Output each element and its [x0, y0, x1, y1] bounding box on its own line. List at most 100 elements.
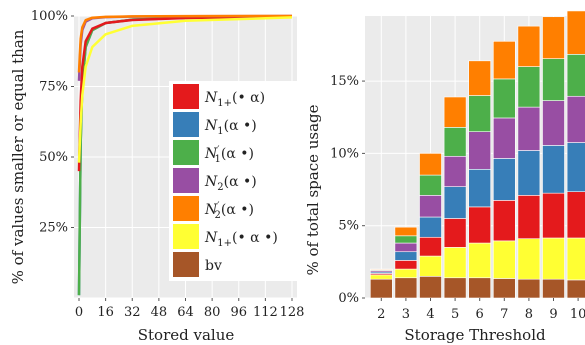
left-x-tick-label: 0 [75, 305, 83, 320]
legend: N1+(• α) N1(α •) N′ 1(α •) N2(α •) N′ 2(α •) N1… [169, 81, 297, 281]
bar-segment-bv [469, 278, 491, 298]
cumulative-distribution-chart: 25% 50% 75% 100% 0 16 32 48 64 80 96 112 128 Stored… [9, 9, 304, 344]
bar-stack-9 [543, 17, 565, 298]
bar-segment-n1 [395, 252, 417, 261]
bar-stack-2 [370, 269, 392, 298]
left-x-tick-label: 48 [151, 305, 168, 320]
bar-segment-n2 [420, 195, 442, 217]
bar-segment-n1 [420, 237, 442, 256]
bar-segment-n-2 [567, 11, 585, 54]
bar-segment-n-2 [543, 17, 565, 59]
right-y-tick-label: 15% [330, 74, 359, 89]
bar-segment-n-2 [518, 26, 540, 66]
left-y-tick-label: 100% [31, 9, 68, 24]
bar-segment-n1 [493, 200, 515, 240]
legend-swatch [173, 224, 199, 249]
bar-segment-n-2 [420, 153, 442, 175]
right-x-tick-label: 8 [525, 307, 533, 322]
legend-swatch [173, 140, 199, 165]
bar-stack-3 [395, 227, 417, 298]
bar-segment-n1 [370, 275, 392, 279]
left-y-tick-label: 50% [39, 150, 68, 165]
left-x-tick-label: 80 [204, 305, 221, 320]
bar-segment-n1 [395, 269, 417, 278]
bar-segment-n-2 [444, 97, 466, 127]
legend-swatch [173, 84, 199, 109]
left-y-tick-label: 75% [39, 80, 68, 95]
bar-segment-bv [395, 278, 417, 298]
bar-segment-n2 [469, 132, 491, 170]
bar-segment-n1 [567, 143, 585, 192]
bar-segment-n2 [395, 243, 417, 252]
bar-segment-n1 [567, 238, 585, 280]
right-y-ticks: 0% 5% 10% 15% [330, 74, 365, 306]
left-x-tick-label: 128 [280, 305, 305, 320]
bar-segment-n1 [493, 241, 515, 279]
left-y-axis-label: % of values smaller or equal than [9, 29, 27, 284]
right-x-tick-label: 2 [377, 307, 385, 322]
bar-segment-n1 [444, 187, 466, 219]
bar-segment-n1 [543, 145, 565, 193]
bar-segment-n1 [493, 158, 515, 200]
bar-segment-n-1 [518, 67, 540, 107]
bar-segment-n1 [420, 217, 442, 237]
right-x-tick-label: 7 [500, 307, 508, 322]
left-y-ticks: 25% 50% 75% 100% [31, 9, 74, 236]
bar-segment-n-2 [493, 41, 515, 79]
bar-segment-bv [493, 278, 515, 298]
bar-segment-bv [370, 279, 392, 298]
bar-stack-8 [518, 26, 540, 298]
bar-stack-5 [444, 97, 466, 298]
bar-segment-n2 [567, 96, 585, 142]
left-x-tick-label: 112 [253, 305, 278, 320]
bar-segment-n1 [420, 256, 442, 276]
bar-segment-n1 [567, 192, 585, 238]
right-x-tick-label: 5 [451, 307, 459, 322]
bar-segment-n-1 [444, 127, 466, 156]
bar-segment-n1 [395, 260, 417, 269]
bar-segment-n1 [469, 243, 491, 278]
bar-segment-bv [567, 280, 585, 298]
left-x-tick-label: 64 [177, 305, 194, 320]
bar-segment-bv [518, 279, 540, 298]
legend-label: bv [205, 258, 222, 274]
right-x-tick-label: 10 [570, 307, 585, 322]
left-x-tick-label: 32 [124, 305, 141, 320]
bar-stack-4 [420, 153, 442, 298]
right-y-tick-label: 0% [338, 291, 359, 306]
legend-swatch [173, 252, 199, 277]
right-x-tick-label: 3 [402, 307, 410, 322]
left-x-tick-label: 96 [230, 305, 247, 320]
bar-segment-n-2 [395, 227, 417, 236]
right-x-tick-label: 6 [476, 307, 484, 322]
right-y-axis-label: % of total space usage [304, 104, 322, 275]
right-x-tick-label: 9 [549, 307, 557, 322]
bar-segment-n2 [444, 156, 466, 186]
bar-segment-n-2 [469, 61, 491, 96]
bar-segment-n-1 [543, 59, 565, 101]
bar-segment-n-1 [420, 175, 442, 195]
bar-stack-6 [469, 61, 491, 298]
left-y-tick-label: 25% [39, 221, 68, 236]
bar-segment-n-1 [469, 96, 491, 132]
bar-segment-n1 [543, 238, 565, 279]
left-x-ticks: 0 16 32 48 64 80 96 112 128 [75, 298, 305, 320]
bar-segment-n1 [469, 169, 491, 207]
right-y-tick-label: 10% [330, 146, 359, 161]
right-x-axis-label: Storage Threshold [404, 326, 546, 344]
bar-segment-n2 [518, 107, 540, 150]
bar-segment-n1 [518, 150, 540, 195]
bar-segment-n-1 [395, 236, 417, 243]
bar-stack-7 [493, 41, 515, 298]
bar-segment-n1 [518, 195, 540, 238]
bar-segment-n-1 [567, 54, 585, 96]
bar-segment-bv [543, 279, 565, 298]
legend-swatch [173, 112, 199, 137]
left-x-axis-label: Stored value [138, 326, 235, 344]
bar-segment-n1 [444, 247, 466, 277]
left-x-tick-label: 16 [97, 305, 114, 320]
bar-stack-10 [567, 11, 585, 298]
legend-swatch [173, 196, 199, 221]
bar-segment-n1 [444, 218, 466, 247]
